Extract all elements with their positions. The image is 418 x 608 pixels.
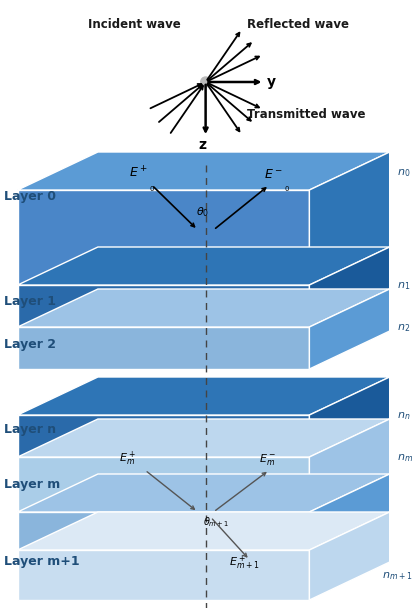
Text: $E^-_m$: $E^-_m$ <box>260 452 276 467</box>
Text: y: y <box>267 75 276 89</box>
Text: Layer 0: Layer 0 <box>4 190 56 203</box>
Polygon shape <box>18 474 390 512</box>
Circle shape <box>201 77 211 87</box>
Polygon shape <box>18 550 309 600</box>
Polygon shape <box>309 289 390 369</box>
Polygon shape <box>18 512 309 550</box>
Text: $n_m$: $n_m$ <box>397 452 413 464</box>
Text: Incident wave: Incident wave <box>88 18 181 31</box>
Text: $\theta_0$: $\theta_0$ <box>196 205 209 219</box>
Polygon shape <box>309 474 390 550</box>
Text: $n_0$: $n_0$ <box>397 167 410 179</box>
Polygon shape <box>309 419 390 512</box>
Text: $E^+$: $E^+$ <box>129 166 148 181</box>
Text: $_0$: $_0$ <box>149 184 155 194</box>
Text: Layer m+1: Layer m+1 <box>4 555 79 568</box>
Polygon shape <box>18 289 390 327</box>
Text: Layer m: Layer m <box>4 478 60 491</box>
Polygon shape <box>18 327 309 369</box>
Polygon shape <box>18 419 390 457</box>
Polygon shape <box>18 247 390 285</box>
Text: $E^-$: $E^-$ <box>264 168 283 181</box>
Text: $n_2$: $n_2$ <box>397 322 410 334</box>
Polygon shape <box>18 152 390 190</box>
Polygon shape <box>18 415 309 457</box>
Polygon shape <box>18 457 309 512</box>
Polygon shape <box>18 512 390 550</box>
Polygon shape <box>309 152 390 285</box>
Polygon shape <box>309 247 390 327</box>
Text: $n_n$: $n_n$ <box>397 410 410 422</box>
Polygon shape <box>18 285 309 327</box>
Text: $\theta_{m+1}$: $\theta_{m+1}$ <box>203 515 229 529</box>
Polygon shape <box>18 190 309 285</box>
Text: Reflected wave: Reflected wave <box>247 18 349 31</box>
Polygon shape <box>309 512 390 600</box>
Text: Layer 1: Layer 1 <box>4 295 56 308</box>
Text: $E^+_m$: $E^+_m$ <box>120 450 136 468</box>
Text: Layer n: Layer n <box>4 423 56 436</box>
Text: $n_1$: $n_1$ <box>397 280 410 292</box>
Text: Transmitted wave: Transmitted wave <box>247 108 365 121</box>
Text: Layer 2: Layer 2 <box>4 338 56 351</box>
Text: $_0$: $_0$ <box>284 184 290 194</box>
Polygon shape <box>309 377 390 457</box>
Text: z: z <box>199 138 207 152</box>
Polygon shape <box>18 377 390 415</box>
Text: $n_{m+1}$: $n_{m+1}$ <box>382 570 412 582</box>
Text: $E^+_{m+1}$: $E^+_{m+1}$ <box>229 554 260 572</box>
